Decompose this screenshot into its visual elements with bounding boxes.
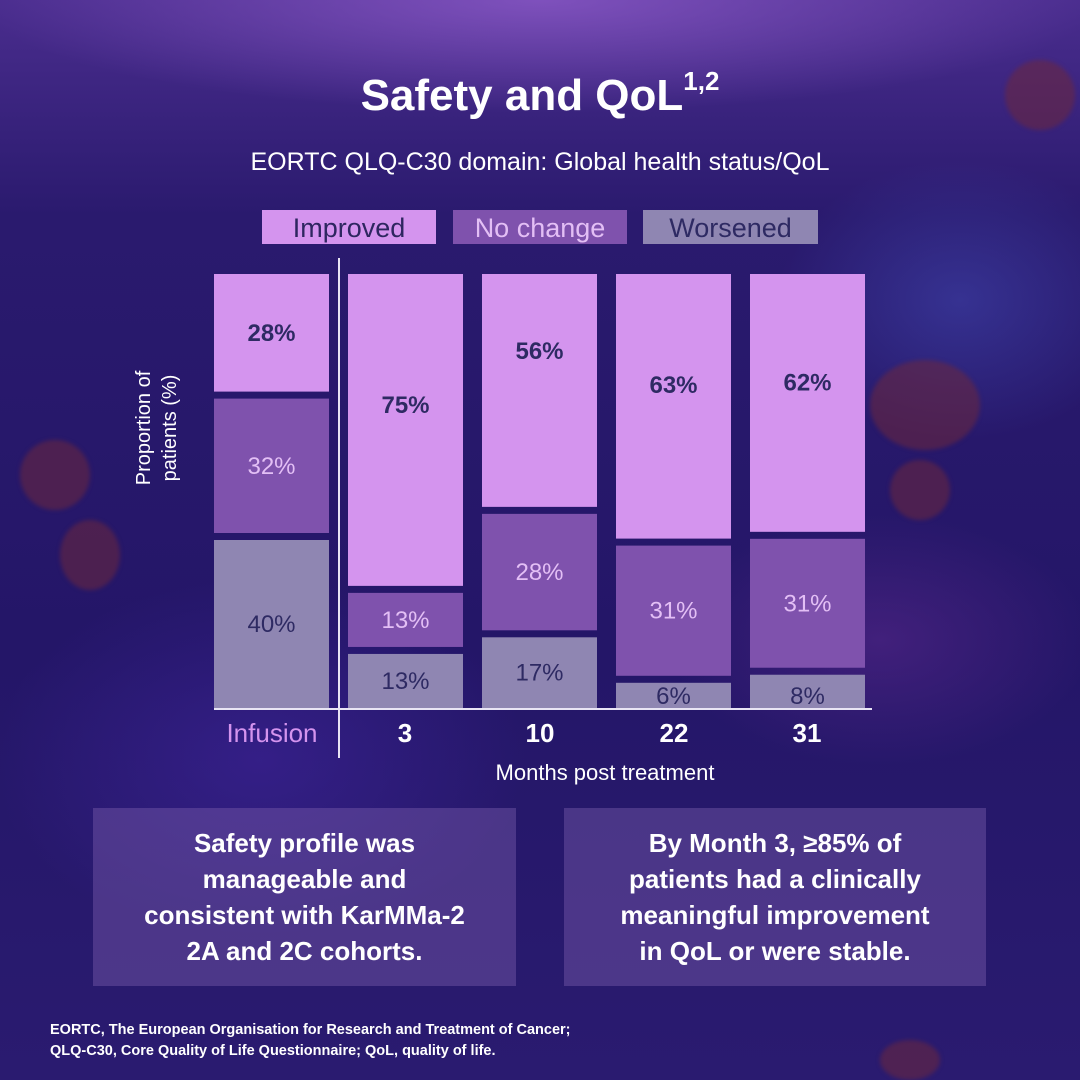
bar-segment-improved [482,274,597,507]
bar-segment-no-change [750,538,865,668]
bar-segment-improved [348,274,463,586]
title-superscript: 1,2 [683,66,720,96]
bar-segment-no-change [214,398,329,533]
callout-qol: By Month 3, ≥85% of patients had a clini… [564,808,986,986]
stacked-bar-chart: 40% 32% 28% 13% 13% 75% 17% 28% 56% 6% 31% 63% 8% 31%… [214,258,872,758]
bar-segment-worsened [348,653,463,708]
x-tick-10: 10 [525,718,555,748]
callout-qol-text: By Month 3, ≥85% of patients had a clini… [620,828,930,966]
data-label-no-change: 13% [381,607,429,634]
y-axis-label-line: Proportion of [133,370,155,486]
footnote: EORTC, The European Organisation for Res… [50,1020,571,1062]
data-label-worsened: 8% [790,683,825,710]
chart-subtitle: EORTC QLQ-C30 domain: Global health stat… [250,148,830,176]
page-title: Safety and QoL1,2 [0,66,1080,121]
bar-segment-improved [214,274,329,392]
bar-segment-worsened [750,674,865,708]
footnote-line: QLQ-C30, Core Quality of Life Questionna… [50,1043,496,1059]
data-label-worsened: 6% [656,683,691,710]
data-label-improved: 63% [649,372,697,399]
data-label-improved: 28% [247,320,295,347]
x-tick-infusion: Infusion [226,718,318,748]
x-tick-3: 3 [397,718,413,748]
callout-safety-text: Safety profile was manageable and consis… [144,828,465,966]
legend-worsened: Worsened [643,210,818,244]
bar-segment-no-change [616,545,731,676]
bar-segment-worsened [482,637,597,708]
data-label-improved: 75% [381,392,429,419]
background-molecule [880,1040,940,1080]
bar-segment-improved [616,274,731,539]
bar-segment-no-change [348,592,463,647]
background-molecule [890,460,950,520]
x-tick-22: 22 [659,718,689,748]
data-label-no-change: 31% [783,590,831,617]
bar-segment-worsened [616,682,731,708]
data-label-no-change: 28% [515,559,563,586]
bar-segment-no-change [482,513,597,631]
data-label-worsened: 40% [247,611,295,638]
background-molecule [1005,60,1075,130]
bar-segment-improved [750,274,865,532]
x-axis-title: Months post treatment [495,760,715,785]
data-label-improved: 62% [783,369,831,396]
data-label-no-change: 31% [649,598,697,625]
legend-no-change: No change [453,210,627,244]
data-label-no-change: 32% [247,453,295,480]
background-molecule [870,360,980,450]
title-text: Safety and QoL [360,71,684,120]
background-molecule [60,520,120,590]
x-tick-31: 31 [792,718,822,748]
y-axis-label: Proportion of patients (%) [131,353,187,503]
bar-segment-worsened [214,540,329,708]
data-label-worsened: 13% [381,668,429,695]
y-axis-label-line: patients (%) [159,374,181,482]
legend-improved: Improved [262,210,436,244]
data-label-improved: 56% [515,338,563,365]
background-molecule [20,440,90,510]
callout-safety: Safety profile was manageable and consis… [93,808,516,986]
data-label-worsened: 17% [515,660,563,687]
footnote-line: EORTC, The European Organisation for Res… [50,1022,571,1038]
